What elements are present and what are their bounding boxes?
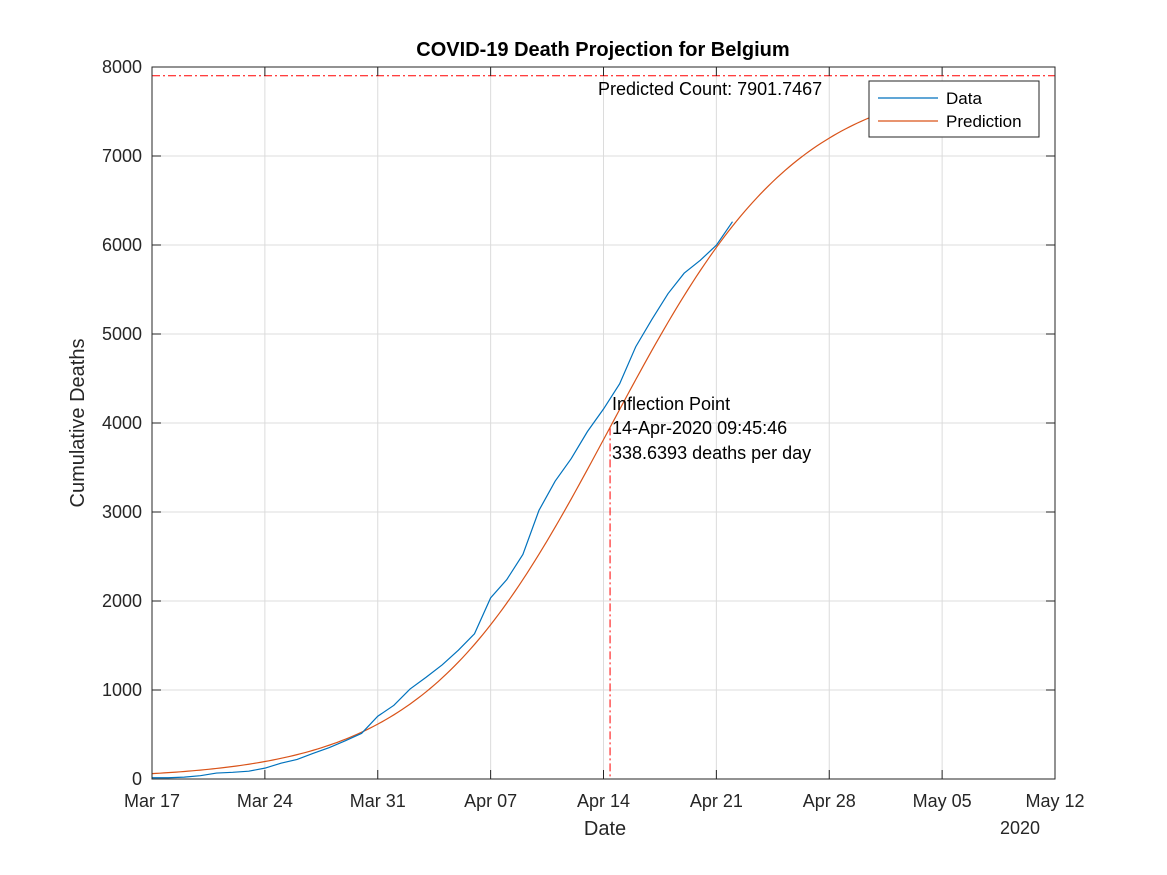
x-axis-title: Date [584, 818, 626, 840]
asymptote-annotation: Predicted Count: 7901.7467 [598, 79, 822, 99]
x-tick-label: May 12 [1025, 791, 1084, 811]
x-tick-label: Mar 24 [237, 791, 293, 811]
grid-lines [151, 66, 1056, 780]
series-line-data [152, 221, 733, 779]
y-tick-label: 7000 [102, 146, 142, 166]
x-axis-year-label: 2020 [1000, 818, 1040, 838]
y-tick-labels: 0 1000 2000 3000 4000 5000 6000 7000 8000 [102, 57, 142, 789]
y-tick-label: 8000 [102, 57, 142, 77]
x-tick-label: Apr 07 [464, 791, 517, 811]
y-tick-label: 6000 [102, 235, 142, 255]
y-tick-label: 4000 [102, 413, 142, 433]
x-tick-label: Apr 21 [690, 791, 743, 811]
y-tick-label: 1000 [102, 680, 142, 700]
y-tick-label: 5000 [102, 324, 142, 344]
inflection-annotation: Inflection Point 14-Apr-2020 09:45:46 33… [612, 394, 811, 463]
x-tick-label: Mar 31 [350, 791, 406, 811]
legend-label-data: Data [946, 89, 982, 108]
x-tick-label: Apr 14 [577, 791, 630, 811]
legend: Data Prediction [868, 80, 1040, 138]
x-tick-label: Mar 17 [124, 791, 180, 811]
inflection-datetime: 14-Apr-2020 09:45:46 [612, 418, 787, 438]
legend-box [868, 80, 1040, 138]
inflection-rate: 338.6393 deaths per day [612, 443, 811, 463]
legend-label-prediction: Prediction [946, 112, 1022, 131]
axis-ticks [151, 66, 1056, 780]
y-tick-label: 0 [132, 769, 142, 789]
y-axis-title: Cumulative Deaths [67, 339, 89, 508]
x-tick-label: May 05 [913, 791, 972, 811]
chart-title: COVID-19 Death Projection for Belgium [416, 39, 789, 61]
x-tick-label: Apr 28 [803, 791, 856, 811]
y-tick-label: 3000 [102, 502, 142, 522]
y-tick-label: 2000 [102, 591, 142, 611]
inflection-title: Inflection Point [612, 394, 730, 414]
x-tick-labels: Mar 17 Mar 24 Mar 31 Apr 07 Apr 14 Apr 21 Apr … [124, 791, 1085, 811]
